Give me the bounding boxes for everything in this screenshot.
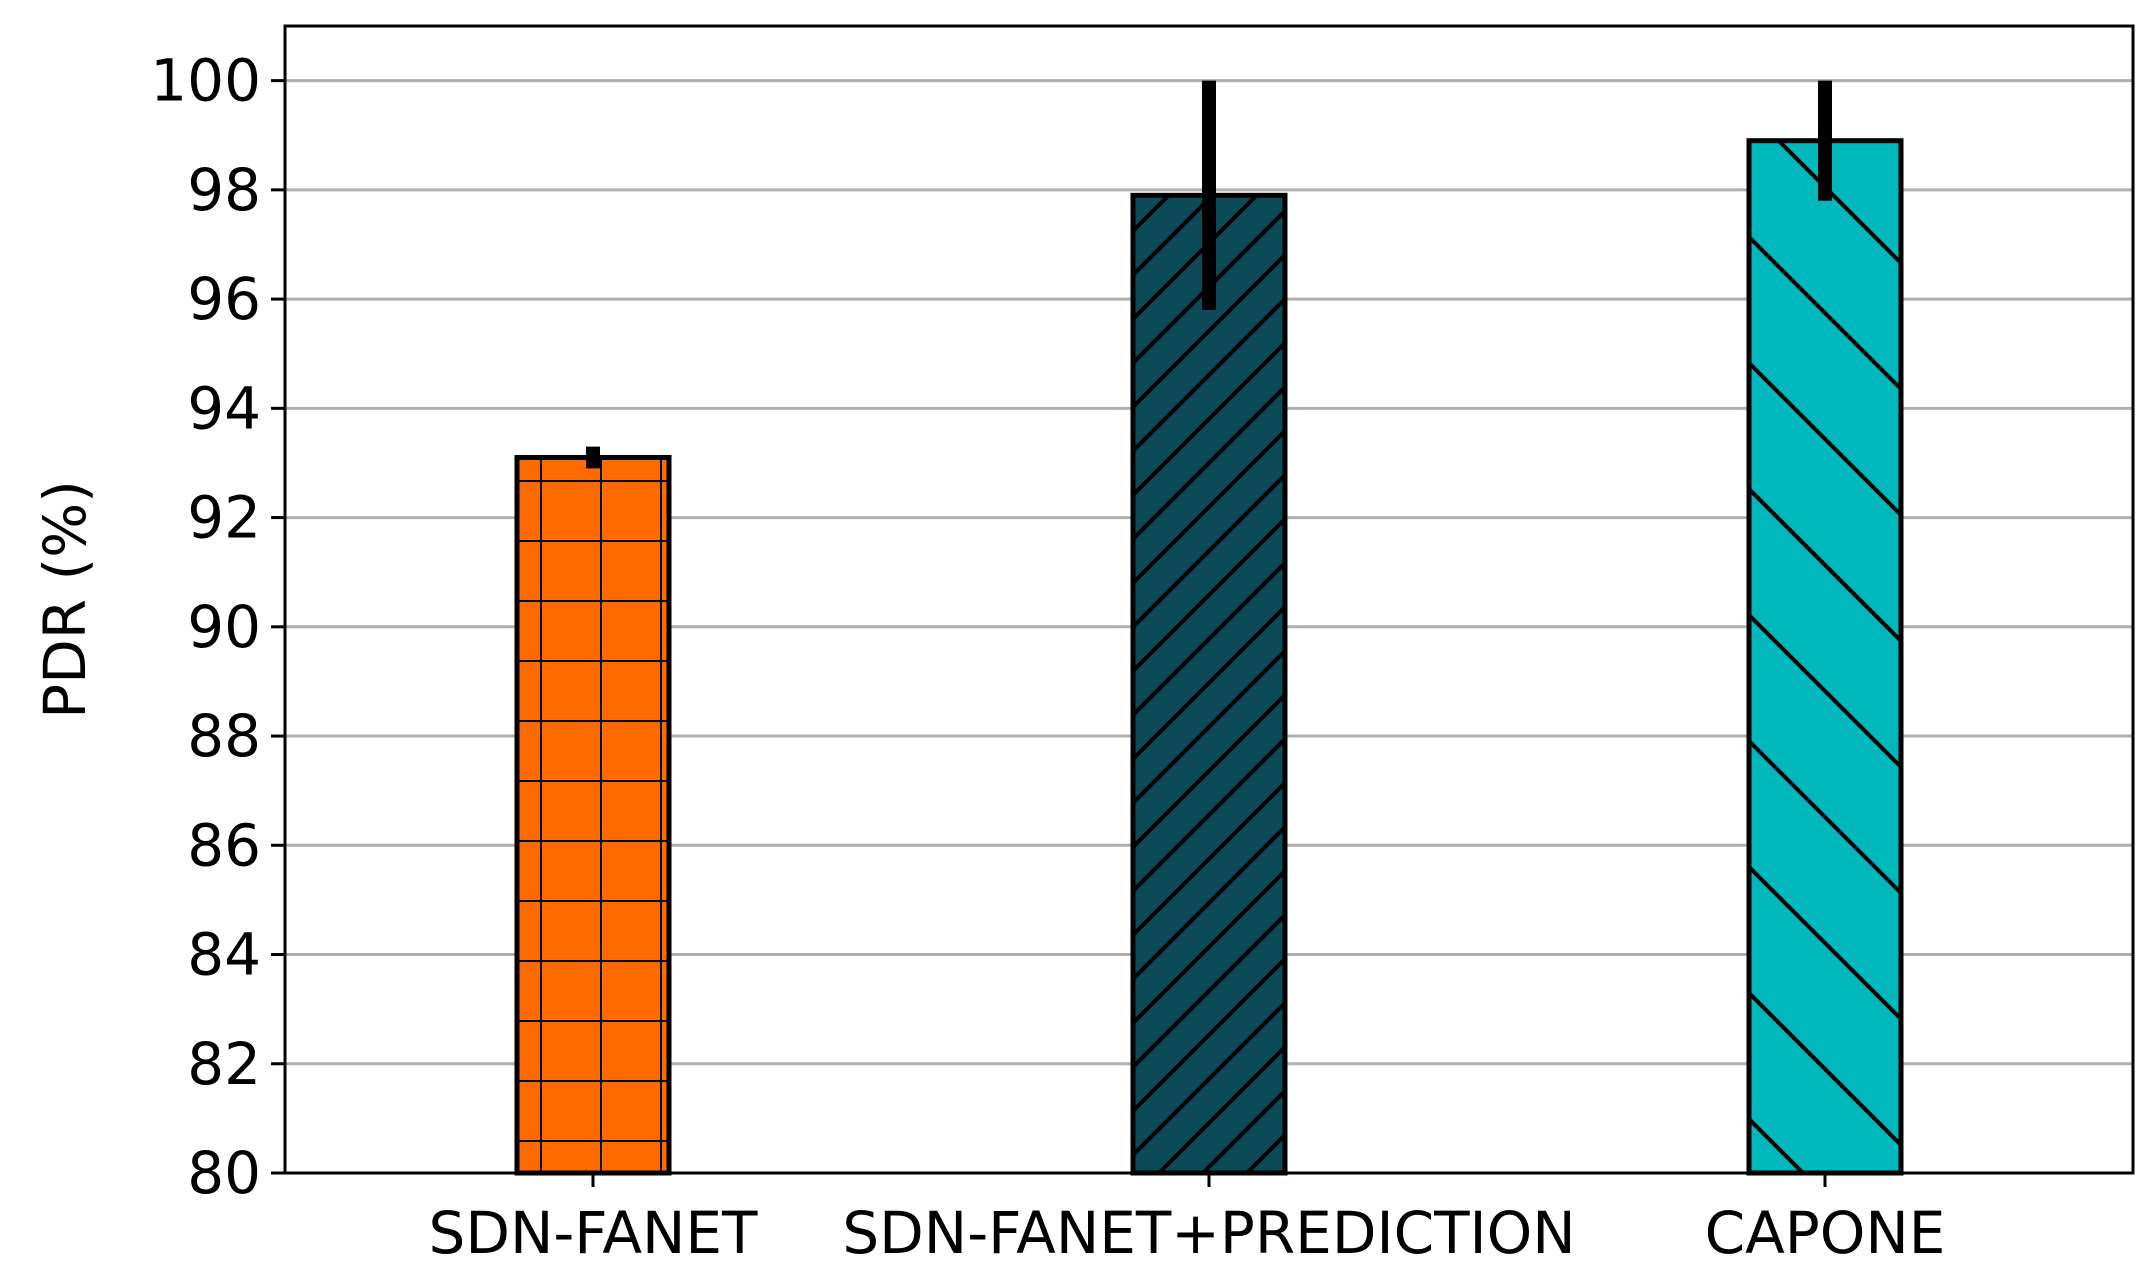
bar [1130,192,1288,1176]
x-tick-label: SDN-FANET [429,1199,759,1267]
y-tick-label: 86 [187,811,261,879]
y-axis: 80 82 84 86 88 90 92 94 96 98 100 [150,47,285,1207]
y-tick-label: 82 [187,1030,261,1098]
y-tick-label: 92 [187,484,261,552]
y-tick-label: 88 [187,702,261,770]
y-tick-label: 90 [187,593,261,661]
y-tick-label: 80 [187,1139,261,1207]
bars [514,138,1904,1176]
y-tick-label: 94 [187,374,261,442]
y-tick-label: 96 [187,265,261,333]
bar [514,454,672,1176]
y-axis-label: PDR (%) [31,480,99,719]
y-tick-label: 100 [150,47,261,115]
y-tick-label: 98 [187,156,261,224]
error-bars [586,80,1832,469]
bar [1746,138,1904,1176]
x-axis: SDN-FANET SDN-FANET+PREDICTION CAPONE [429,1173,1946,1267]
x-tick-label: CAPONE [1705,1199,1946,1267]
y-tick-label: 84 [187,921,261,989]
x-tick-label: SDN-FANET+PREDICTION [842,1199,1575,1267]
